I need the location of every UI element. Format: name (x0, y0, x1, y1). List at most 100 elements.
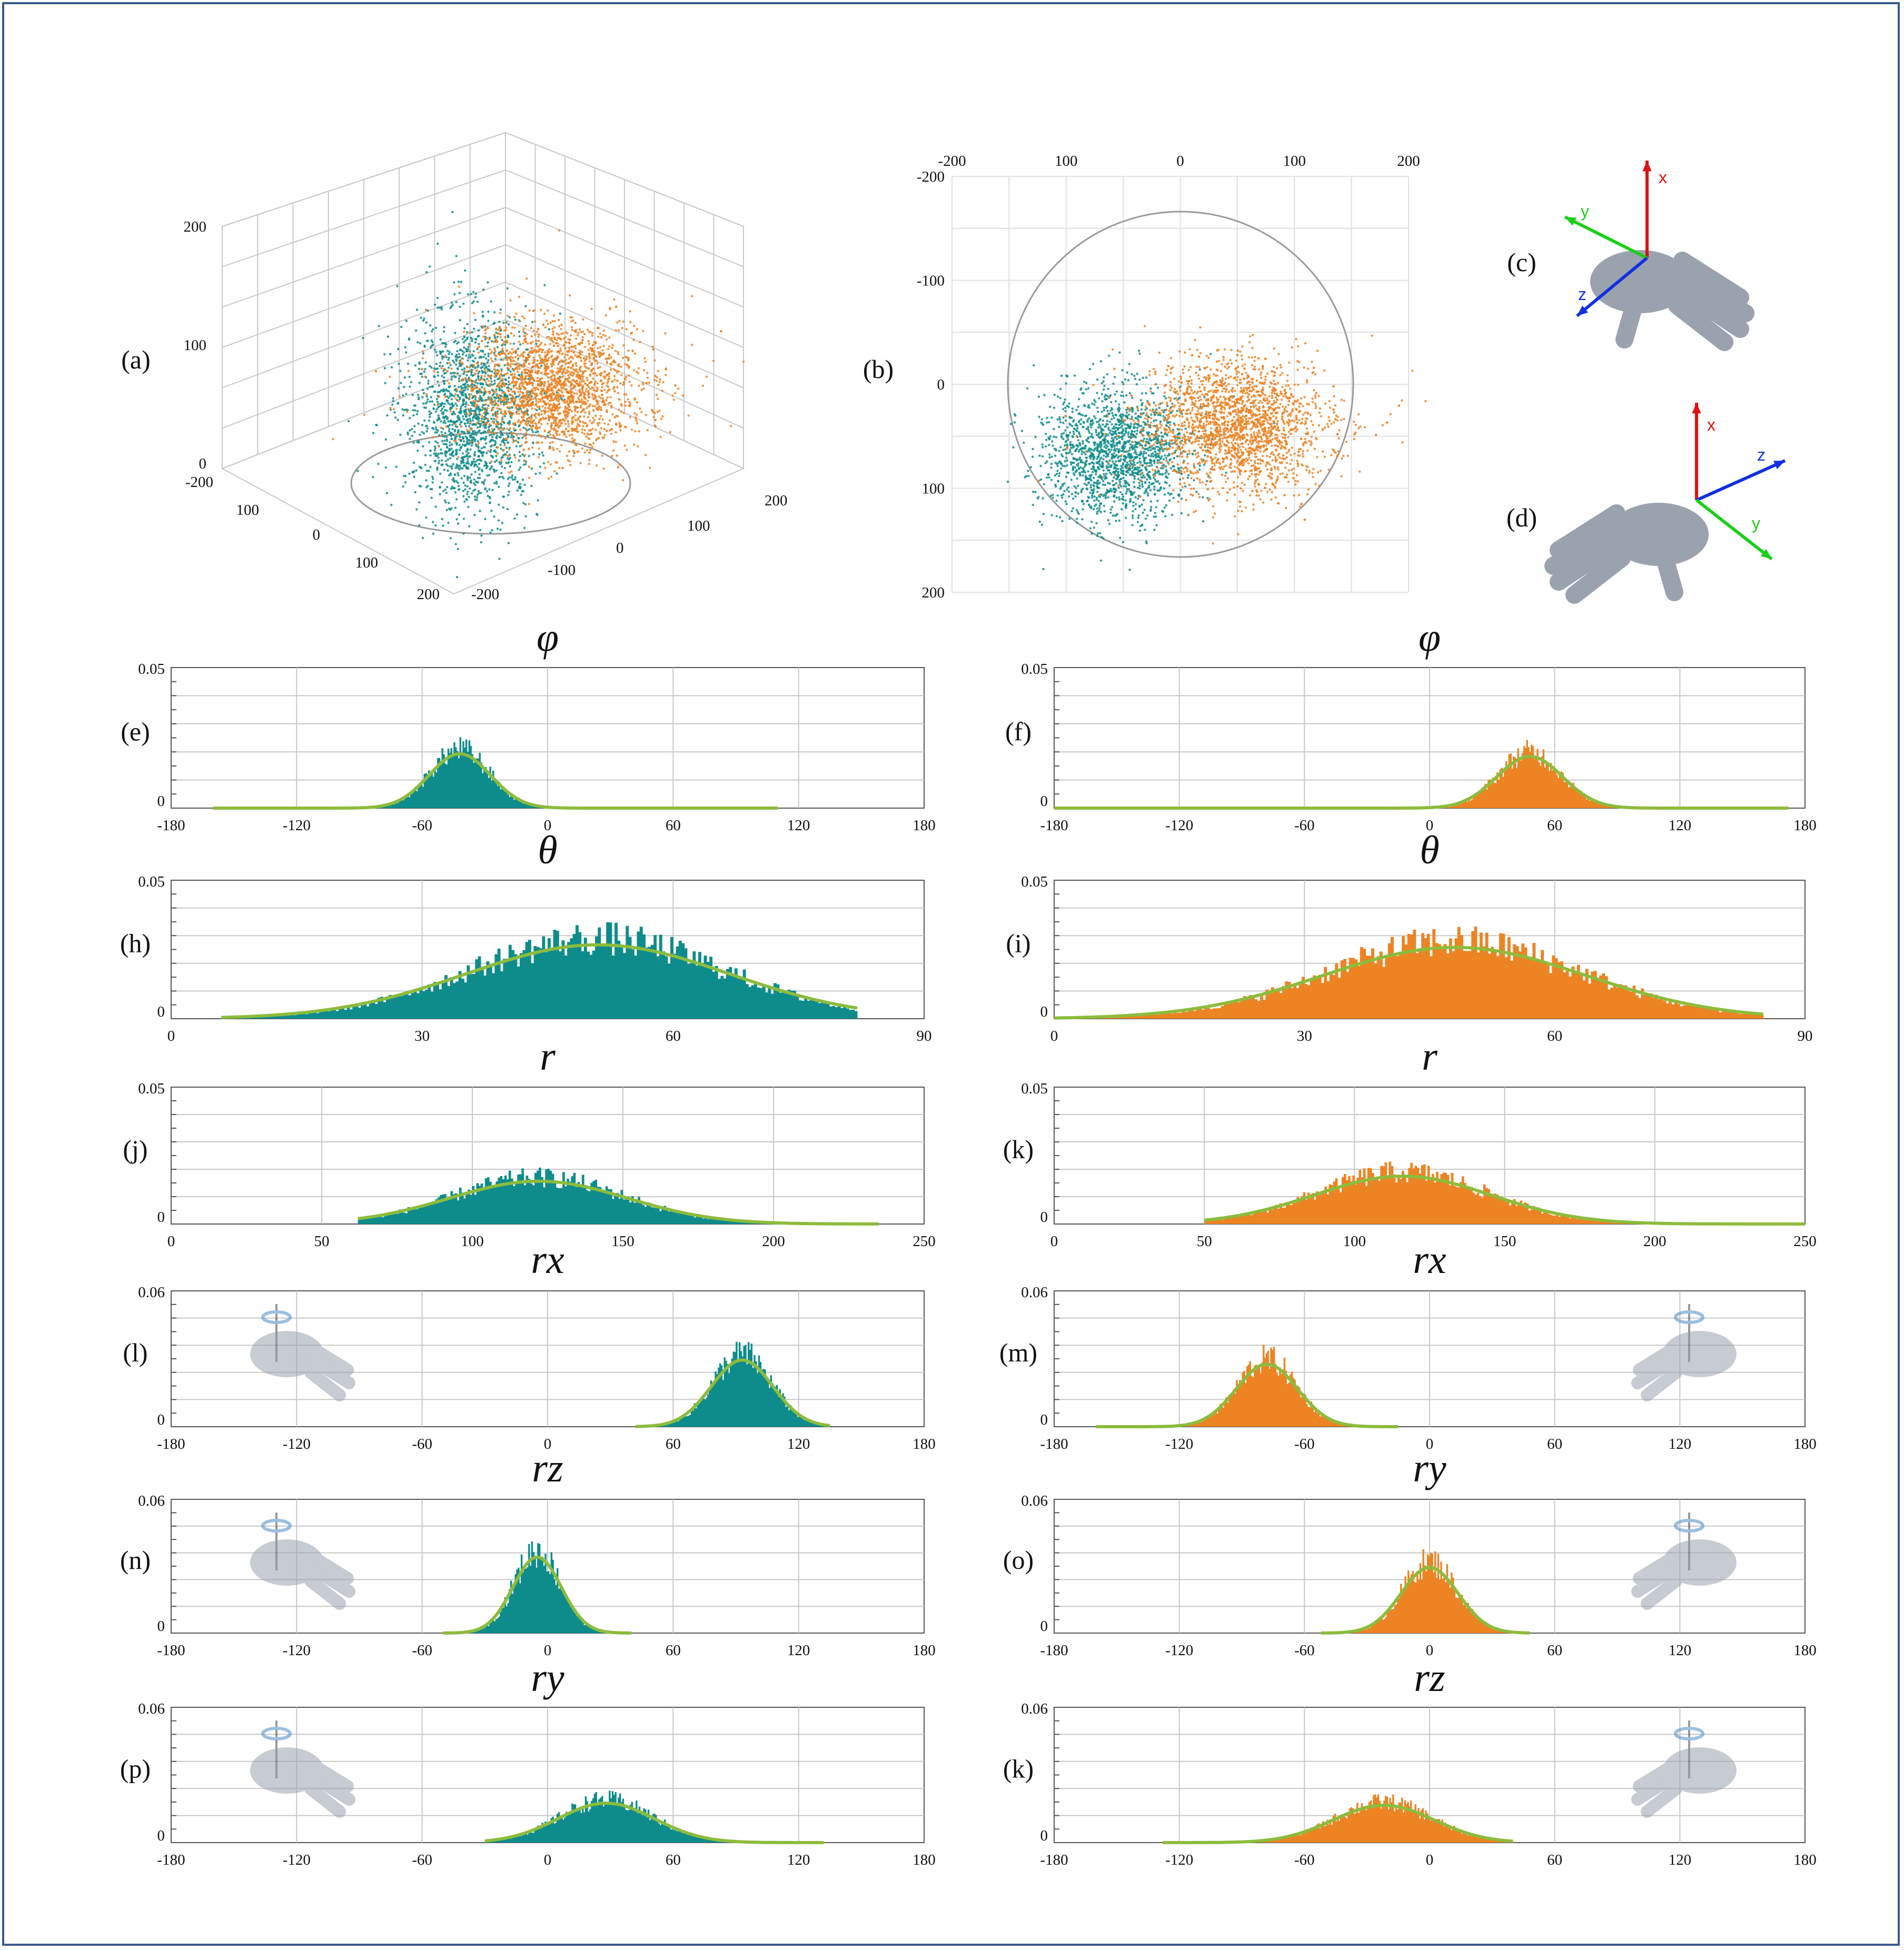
scatter-point (464, 408, 468, 411)
scatter-point (591, 404, 594, 407)
scatter-point (525, 277, 528, 280)
scatter-point (557, 370, 560, 372)
scatter-point (452, 411, 455, 413)
scatter-point (478, 410, 481, 413)
scatter-point (462, 440, 465, 443)
scatter-point (475, 362, 479, 365)
scatter-point (549, 343, 551, 345)
scatter-point (642, 387, 645, 390)
scatter-point (423, 419, 426, 422)
scatter-point (461, 452, 464, 455)
scatter-point (398, 362, 400, 365)
scatter-point (411, 393, 414, 396)
scatter-point (436, 367, 439, 370)
scatter-point (567, 425, 570, 428)
scatter-point (531, 429, 533, 431)
scatter-point (493, 321, 496, 324)
scatter-point (652, 415, 655, 419)
scatter-point (534, 412, 538, 415)
scatter-point (458, 464, 460, 467)
scatter-point (1059, 446, 1062, 449)
scatter-point (444, 422, 447, 424)
scatter-point (674, 392, 677, 394)
scatter-point (742, 360, 745, 363)
scatter-point (421, 536, 424, 540)
scatter-point (552, 399, 554, 402)
scatter-point (580, 380, 583, 383)
scatter-point (564, 427, 568, 430)
scatter-point (569, 339, 571, 341)
scatter-point (449, 364, 452, 366)
scatter-point (570, 326, 573, 329)
scatter-point (638, 384, 640, 387)
scatter-point (632, 339, 635, 341)
scatter-point (471, 381, 474, 384)
scatter-point (600, 409, 602, 411)
scatter-point (433, 390, 435, 393)
scatter-point (425, 271, 428, 274)
scatter-point (463, 369, 466, 372)
scatter-point (444, 488, 447, 491)
scatter-point (1096, 491, 1099, 493)
scatter-point (493, 379, 496, 382)
scatter-point (446, 370, 449, 373)
scatter-point (548, 357, 550, 360)
scatter-point (480, 366, 482, 370)
scatter-point (406, 433, 409, 436)
scatter-point (469, 351, 471, 353)
scatter-point (613, 386, 616, 389)
scatter-point (638, 430, 641, 433)
scatter-point (587, 437, 590, 440)
scatter-point (592, 409, 595, 412)
scatter-point (458, 434, 461, 437)
scatter-point (605, 338, 608, 341)
scatter-point (421, 368, 423, 371)
scatter-point (588, 357, 591, 360)
scatter-point (524, 361, 527, 364)
scatter-point (441, 459, 443, 462)
scatter-point (502, 495, 505, 498)
scatter-point (549, 433, 552, 436)
scatter-point (434, 452, 438, 455)
scatter-point (445, 509, 448, 511)
scatter-point (468, 376, 470, 379)
scatter-point (588, 355, 591, 357)
scatter-point (622, 381, 625, 383)
scatter-point (435, 408, 438, 411)
scatter-point (487, 359, 490, 362)
scatter-point (434, 410, 438, 413)
scatter-point (1060, 463, 1063, 465)
scatter-point (541, 405, 544, 407)
scatter-point (544, 392, 548, 395)
scatter-point (613, 378, 616, 381)
scatter-point (482, 451, 484, 454)
scatter-point (1133, 430, 1136, 433)
scatter-point (1130, 396, 1134, 399)
scatter-point (525, 412, 528, 415)
scatter-point (531, 413, 533, 416)
scatter-point (444, 345, 447, 348)
scatter-point (607, 348, 610, 351)
scatter-point (1093, 466, 1095, 469)
scatter-point (1050, 466, 1053, 469)
scatter-point (467, 490, 469, 493)
scatter-point (543, 366, 547, 370)
scatter-point (471, 492, 473, 495)
scatter-point (484, 442, 488, 445)
scatter-point (510, 416, 512, 419)
scatter-point (1171, 402, 1174, 405)
scatter-point (459, 360, 462, 363)
scatter-point (1121, 493, 1124, 496)
scatter-point (554, 422, 557, 424)
scatter-point (454, 543, 457, 545)
scatter-point (512, 342, 515, 345)
scatter-point (569, 395, 571, 398)
scatter-point (491, 340, 493, 343)
scatter-point (587, 329, 589, 331)
scatter-point (493, 375, 496, 378)
scatter-point (462, 331, 465, 333)
scatter-point (473, 495, 477, 498)
scatter-point (464, 405, 467, 408)
scatter-point (1120, 485, 1123, 488)
